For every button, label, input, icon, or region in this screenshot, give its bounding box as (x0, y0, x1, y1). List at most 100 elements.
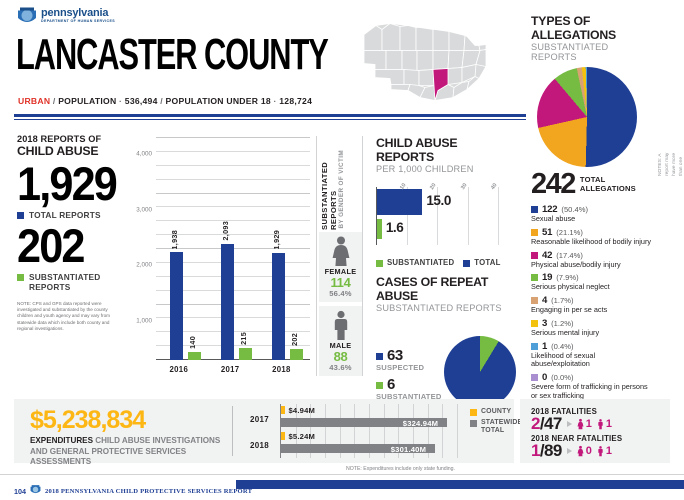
y-tick-label: 3,000 (136, 206, 152, 213)
bar-value-label: $324.94M (402, 418, 439, 428)
allegation-count: 42 (542, 249, 553, 261)
legend-statewide-label-2: TOTAL (481, 427, 505, 434)
bar (377, 189, 423, 215)
allegation-item: 51 (21.1%) Reasonable likelihood of bodily… (531, 227, 653, 247)
near-fatalities-male-count: 1 (605, 444, 612, 457)
agency-logo: pennsylvania DEPARTMENT OF HUMAN SERVICE… (17, 6, 115, 25)
allegation-description: Reasonable likelihood of bodily injury (531, 236, 652, 246)
gridline (369, 404, 370, 458)
green-swatch-icon (376, 382, 383, 389)
allegation-count: 122 (542, 204, 558, 215)
bar (377, 219, 382, 239)
population-value: 536,494 (124, 96, 158, 106)
gridline (383, 404, 385, 458)
gridline (156, 164, 310, 166)
middle-column: CHILD ABUSE REPORTS PER 1,000 CHILDREN 1… (376, 136, 516, 412)
reports-title-small: 2018 REPORTS OF (17, 134, 102, 144)
allegation-description: Likelihood of sexual abuse/exploitation (531, 350, 596, 369)
female-figure-icon (577, 445, 584, 457)
total-allegations-value: 242 (531, 168, 576, 200)
near-fatalities-female-count: 0 (585, 444, 592, 457)
allegation-description: Physical abuse/bodily injury (531, 259, 621, 269)
bar-value-label: 202 (290, 332, 300, 346)
allegations-subtitle: SUBSTANTIATED REPORTS (531, 42, 609, 62)
repeat-abuse-pie (444, 336, 516, 408)
population-label: POPULATION (58, 96, 117, 106)
allegation-description: Engaging in per se acts (531, 305, 608, 315)
population-summary: URBAN / POPULATION · 536,494 / POPULATIO… (18, 96, 313, 106)
expenditures-label-rest: CHILD ABUSE INVESTIGATIONS AND GENERAL P… (30, 436, 221, 467)
bar (238, 348, 252, 360)
footer: 104 2018 PENNSYLVANIA CHILD PROTECTIVE S… (14, 482, 252, 500)
allegation-percent: (50.4%) (561, 205, 589, 214)
header-rule-thin (14, 118, 526, 120)
expenditures-amount: $5,238,834 (30, 406, 146, 434)
footer-divider (0, 474, 684, 475)
page-title: LANCASTER COUNTY (16, 30, 329, 79)
allegation-description: Severe form of trafficking in persons or… (531, 382, 648, 400)
total-allegations: 242 TOTAL ALLEGATIONS (531, 168, 653, 200)
near-fatalities-count: 1 (531, 441, 540, 460)
gridline (295, 404, 297, 458)
male-figure-icon (598, 446, 603, 457)
bar-group: 1,938 140 2016 (158, 138, 209, 374)
gridline (156, 234, 310, 236)
repeat-suspected-value: 63 (387, 347, 403, 364)
allegation-percent: (1.7%) (551, 296, 574, 306)
bar-group: 1,929 202 2018 (260, 138, 311, 374)
y-tick-label: 2,000 (136, 261, 152, 269)
expenditures-note: NOTE: Expenditures include only state fu… (346, 466, 455, 472)
allegation-percent: (21.1%) (556, 227, 583, 237)
reports-by-year-chart: 1,000 2,000 3,000 4,000 1,938 140 2016 2,093 21… (128, 137, 311, 376)
fatalities-male-group: 1 (597, 417, 612, 431)
male-percent: 43.6% (329, 363, 352, 372)
allegation-item: 4 (1.7%) Engaging in per se acts (531, 295, 653, 315)
bar-value-label: $4.94M (288, 406, 316, 415)
header-rule-thick (14, 114, 526, 117)
yellow-swatch-icon (470, 409, 477, 416)
total-reports-value: 1,929 (17, 157, 118, 210)
expenditures-legend: COUNTY STATEWIDE TOTAL (470, 408, 522, 438)
repeat-suspected: 63 (376, 348, 442, 363)
allegation-count: 19 (542, 272, 553, 284)
color-swatch-icon (531, 342, 538, 350)
color-swatch-icon (531, 374, 538, 382)
legend-county-label: COUNTY (481, 408, 512, 415)
allegation-description: Serious physical neglect (531, 282, 610, 292)
legend-statewide: STATEWIDE TOTAL (470, 419, 522, 435)
y-tick-label: 1,000 (136, 317, 152, 324)
fatalities-total: /47 (539, 414, 562, 433)
chart-plot-area: 1,938 140 2016 2,093 215 2017 1,929 202 2018 (156, 137, 311, 374)
total-reports-label: TOTAL REPORTS (29, 210, 101, 220)
female-label: FEMALE (324, 267, 357, 276)
under18-label: POPULATION UNDER 18 (165, 96, 271, 106)
gridline (156, 137, 310, 138)
female-figure-icon (319, 232, 362, 266)
substantiated-reports-label: SUBSTANTIATED REPORTS (29, 272, 101, 292)
fatalities-female-count: 1 (585, 417, 592, 430)
x-tick-label: 2016 (169, 365, 189, 374)
footer-bar (236, 480, 684, 489)
gridline (427, 404, 429, 458)
gridline (497, 187, 499, 245)
gray-swatch-icon (470, 420, 477, 427)
keystone-icon (17, 6, 37, 25)
color-swatch-icon (531, 206, 538, 213)
allegation-description: Sexual abuse (531, 214, 576, 223)
male-figure-icon (598, 419, 603, 430)
gridline (437, 187, 439, 245)
allegation-percent: (1.2%) (551, 318, 574, 328)
chart-y-axis: 1,000 2,000 3,000 4,000 (128, 138, 154, 376)
total-allegations-label-1: TOTAL (579, 175, 606, 184)
legend-county: COUNTY (470, 408, 522, 416)
gridline (156, 192, 310, 194)
gridline (310, 404, 312, 458)
color-swatch-icon (531, 228, 538, 236)
total-reports-legend: TOTAL REPORTS (17, 210, 122, 220)
highlighted-county (432, 68, 449, 101)
gender-breakdown: SUBSTANTIATED REPORTS BY GENDER OF VICTI… (316, 136, 363, 376)
allegation-percent: (17.4%) (556, 250, 583, 260)
gridline (413, 404, 414, 458)
bar-value-label: 140 (187, 336, 197, 350)
repeat-title: CASES OF REPEAT ABUSE (376, 275, 489, 303)
